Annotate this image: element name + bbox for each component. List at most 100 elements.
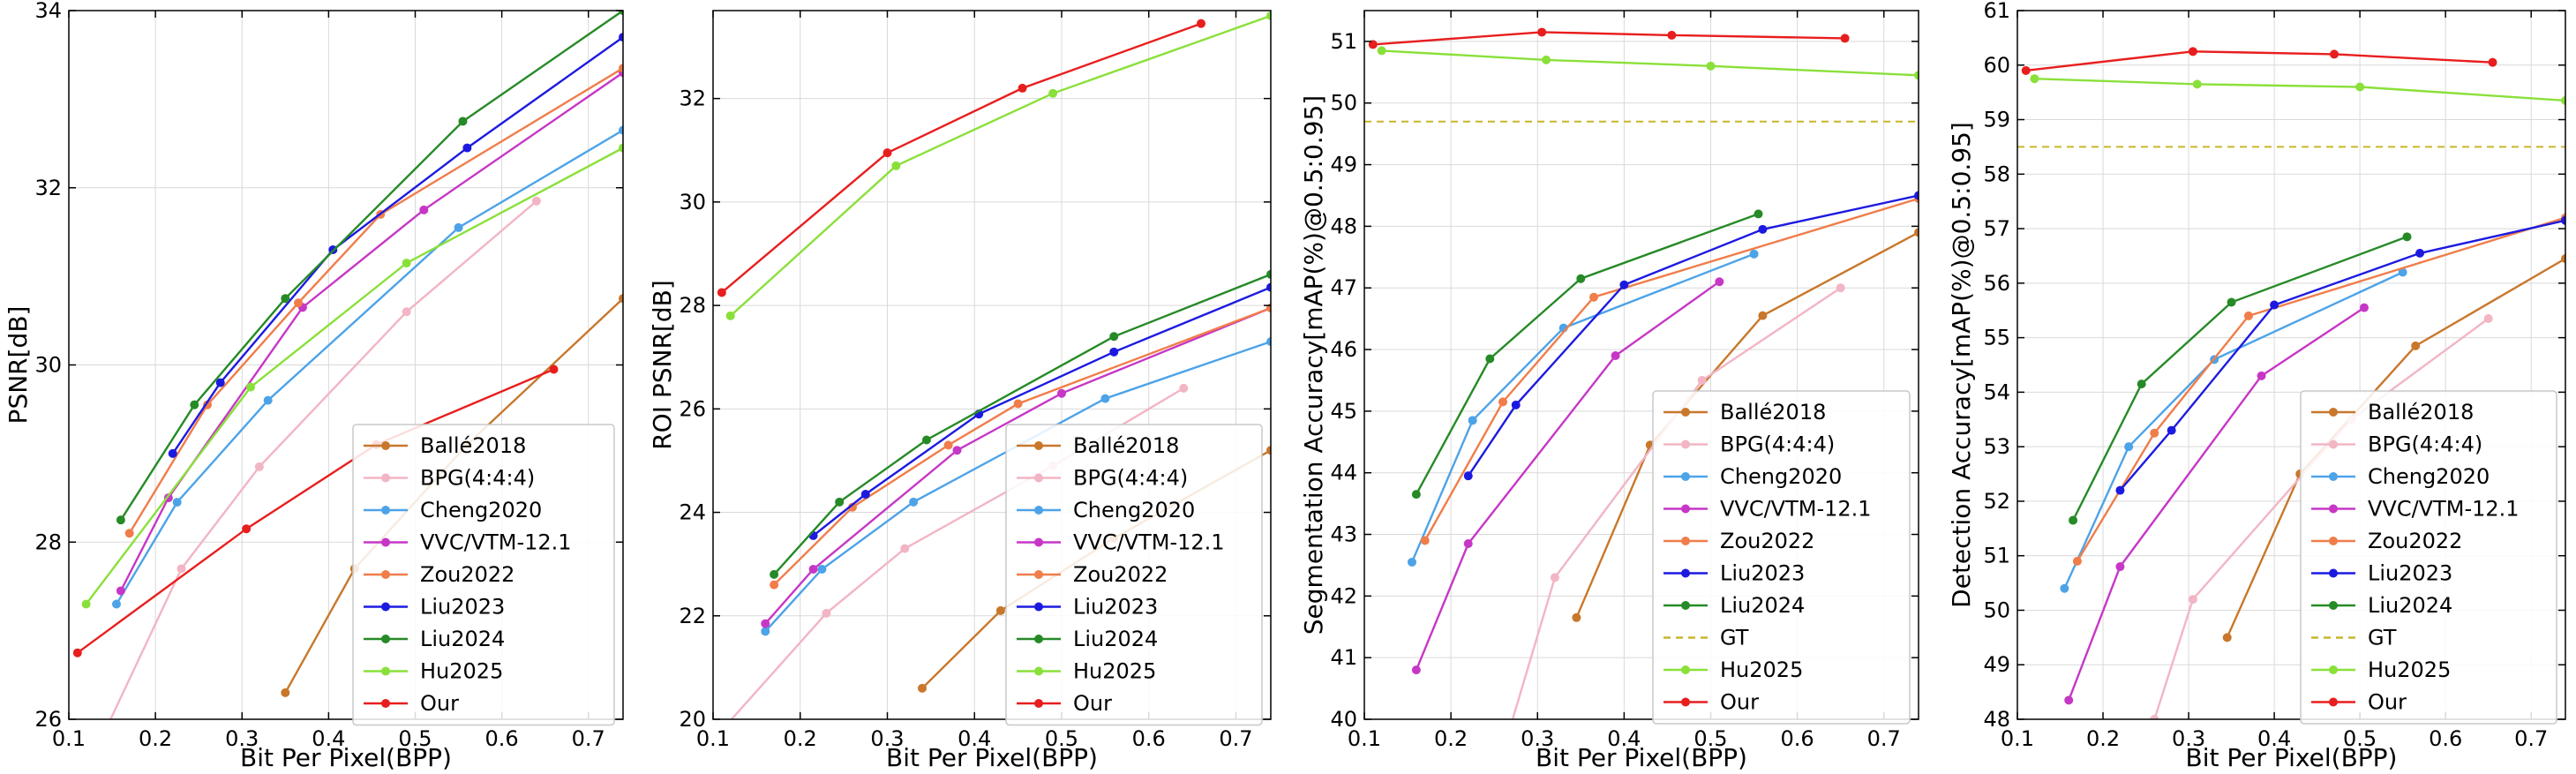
y-tick-label: 49 — [1330, 153, 1357, 177]
data-point — [761, 619, 770, 628]
y-tick-label: 30 — [679, 190, 706, 214]
legend-marker — [1034, 570, 1043, 579]
x-tick-label: 0.5 — [1045, 726, 1078, 751]
data-point — [116, 515, 125, 525]
y-tick-label: 61 — [1983, 0, 2010, 23]
data-point — [2115, 562, 2125, 572]
y-tick-label: 51 — [1983, 544, 2010, 568]
data-point — [281, 294, 290, 304]
chart-panel-2: 0.1 0.2 0.3 0.4 0.5 0.6 0.7 20 22 24 26 28 30 32 Bit P… — [648, 10, 1272, 772]
y-tick-label: 51 — [1330, 29, 1357, 54]
data-point — [1550, 573, 1559, 582]
legend-entry: Liu2023 — [2368, 561, 2452, 586]
series-line-our — [1372, 31, 1845, 46]
data-point — [2359, 303, 2369, 312]
data-point — [1914, 191, 1919, 200]
data-point — [943, 440, 953, 450]
data-point — [1463, 538, 1473, 548]
series-line-our — [721, 22, 1202, 294]
data-point — [1572, 612, 1581, 622]
legend-entry: Cheng2020 — [1720, 464, 1842, 489]
legend-marker — [1681, 408, 1690, 417]
x-tick-label: 0.1 — [52, 726, 86, 751]
legend-entry: Ballé2018 — [420, 433, 526, 458]
data-point — [168, 448, 177, 458]
x-tick-label: 0.1 — [696, 726, 730, 751]
data-point — [294, 298, 304, 308]
series-line-cheng2020 — [1410, 252, 1755, 563]
legend-marker — [381, 506, 390, 515]
data-point — [918, 683, 927, 693]
data-point — [2115, 485, 2125, 495]
data-point — [835, 497, 845, 507]
data-point — [2137, 379, 2146, 389]
data-point — [2069, 515, 2078, 525]
data-point — [952, 446, 962, 455]
y-tick-label: 48 — [1330, 214, 1357, 238]
data-point — [1749, 249, 1759, 259]
series-line-zou2022 — [2076, 216, 2565, 562]
legend-entry: Our — [1073, 691, 1112, 716]
x-tick-label: 0.2 — [784, 726, 817, 751]
y-tick-label: 60 — [1983, 53, 2010, 78]
legend-entry: Liu2024 — [420, 627, 505, 651]
data-point — [402, 259, 411, 268]
y-tick-label: 44 — [1330, 461, 1357, 485]
plot-area — [1364, 27, 1919, 719]
legend-marker — [2329, 472, 2338, 481]
legend-marker — [2329, 440, 2338, 449]
data-point — [2561, 254, 2565, 264]
data-point — [921, 435, 931, 445]
data-point — [1576, 274, 1586, 283]
series-line-liu2024 — [2072, 236, 2407, 522]
data-point — [1463, 471, 1473, 481]
data-point — [1048, 88, 1058, 98]
legend-entry: VVC/VTM-12.1 — [1720, 497, 1872, 522]
data-point — [1197, 19, 1205, 28]
data-point — [1266, 11, 1271, 20]
data-point — [1266, 269, 1271, 279]
y-tick-label: 56 — [1983, 271, 2010, 296]
legend-entry: Zou2022 — [1073, 562, 1168, 587]
x-tick-label: 0.6 — [1781, 726, 1814, 751]
data-point — [761, 627, 770, 636]
data-point — [1100, 394, 1110, 403]
series-line-hu2025 — [729, 14, 1271, 317]
legend-marker — [1034, 666, 1043, 676]
data-point — [1266, 446, 1271, 455]
data-point — [2188, 47, 2197, 56]
data-point — [619, 11, 623, 15]
legend-entry: BPG(4:4:4) — [1073, 466, 1188, 491]
y-tick-label: 54 — [1983, 379, 2010, 404]
y-tick-label: 24 — [679, 500, 706, 525]
legend-marker — [1681, 601, 1690, 610]
data-point — [215, 378, 225, 387]
legend-marker — [1681, 537, 1690, 545]
legend-entry: Liu2023 — [1073, 595, 1158, 620]
data-point — [2402, 232, 2412, 242]
data-point — [619, 33, 623, 42]
legend-entry: Liu2023 — [1720, 561, 1805, 586]
x-tick-label: 0.5 — [1694, 726, 1727, 751]
legend-marker — [2329, 601, 2338, 610]
legend-marker — [2329, 504, 2338, 514]
data-point — [72, 648, 82, 658]
data-point — [619, 125, 623, 135]
data-point — [1537, 27, 1547, 37]
data-point — [1018, 83, 1027, 93]
x-tick-label: 0.2 — [2086, 726, 2120, 751]
legend-entry: Hu2025 — [1720, 658, 1803, 682]
data-point — [254, 462, 264, 471]
series-line-hu2025 — [2034, 78, 2565, 102]
data-point — [1914, 71, 1919, 80]
data-point — [2060, 583, 2069, 593]
data-point — [1266, 282, 1271, 292]
plot-area — [717, 11, 1271, 719]
data-point — [1611, 351, 1620, 361]
data-point — [717, 288, 726, 297]
y-tick-label: 45 — [1330, 399, 1357, 424]
data-point — [619, 294, 623, 304]
data-point — [458, 116, 468, 126]
legend-marker — [2329, 568, 2338, 578]
